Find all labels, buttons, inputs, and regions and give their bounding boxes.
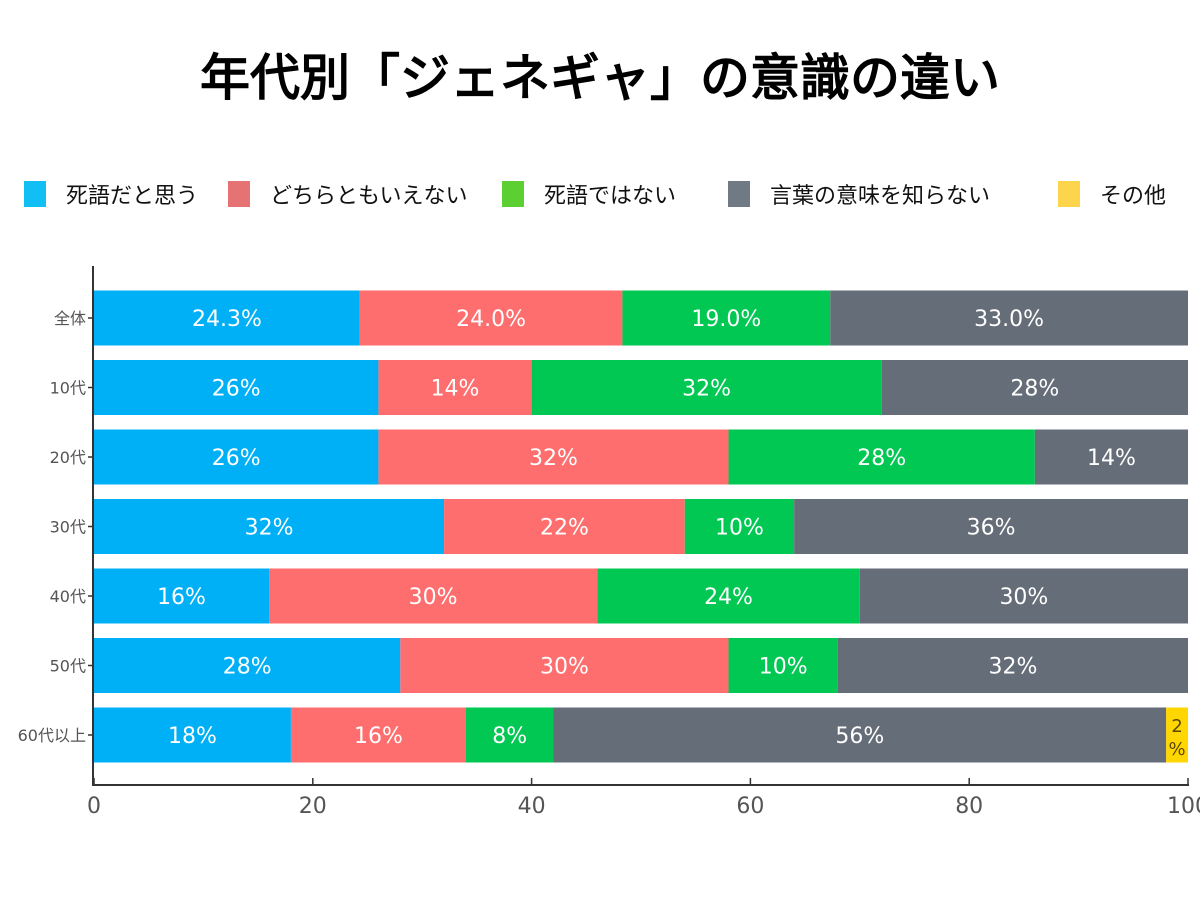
bar-segment	[94, 290, 360, 346]
legend-label: その他	[1100, 184, 1167, 209]
data-label: 28%	[1010, 377, 1059, 402]
data-label: 30%	[409, 585, 458, 610]
bar-segment	[881, 360, 1188, 415]
data-label: 32%	[245, 516, 294, 541]
y-tick-label: 60代以上	[18, 726, 86, 745]
legend-item: 死語ではない	[502, 178, 676, 210]
data-label: 36%	[967, 516, 1016, 541]
data-label: 28%	[223, 655, 272, 680]
bar-segment	[622, 290, 831, 346]
data-label: 30%	[999, 585, 1048, 610]
data-label: 24.0%	[456, 307, 526, 332]
bar-segment	[400, 638, 729, 693]
legend-item: どちらともいえない	[228, 178, 468, 210]
bar-segment	[378, 360, 532, 415]
data-label: 2	[1171, 716, 1182, 737]
data-label: 8%	[492, 724, 527, 749]
legend-label: どちらともいえない	[270, 184, 468, 209]
data-label: 14%	[1087, 446, 1136, 471]
bar-segment	[794, 499, 1188, 554]
data-label: 33.0%	[974, 307, 1044, 332]
bar-segment	[94, 429, 379, 485]
bar-segment	[531, 360, 882, 415]
bar-segment	[684, 499, 795, 554]
legend-item: その他	[1058, 178, 1166, 210]
data-label: 19.0%	[691, 307, 761, 332]
y-tick-label: 40代	[50, 587, 86, 606]
legend-item: 言葉の意味を知らない	[728, 178, 990, 210]
legend-swatch	[728, 181, 750, 207]
bar-segment	[94, 499, 445, 554]
y-tick-label: 30代	[50, 518, 86, 537]
legend-swatch	[228, 181, 250, 207]
bar-segment	[859, 568, 1188, 624]
bar-segment	[359, 290, 623, 346]
x-tick-label: 60	[736, 794, 764, 819]
y-tick-label: 10代	[50, 379, 86, 398]
bar-segment	[94, 568, 270, 624]
bar-segment	[290, 707, 466, 763]
legend-swatch	[502, 181, 524, 207]
x-tick-label: 40	[518, 794, 546, 819]
bar-segment	[94, 638, 401, 693]
data-label: 24.3%	[192, 307, 262, 332]
x-tick-label: 0	[87, 794, 101, 819]
data-label: 26%	[212, 446, 261, 471]
data-label: 24%	[704, 585, 753, 610]
legend-label: 死語ではない	[544, 184, 677, 209]
data-label: 22%	[540, 516, 589, 541]
data-label: %	[1169, 739, 1186, 760]
x-tick-label: 20	[299, 794, 327, 819]
data-label: 16%	[354, 724, 403, 749]
chart-title: 年代別「ジェネギャ」の意識の違い	[200, 49, 1000, 107]
data-label: 14%	[431, 377, 480, 402]
data-label: 18%	[168, 724, 217, 749]
legend-label: 死語だと思う	[66, 184, 199, 209]
bar-segment	[465, 707, 554, 763]
bar-segment	[597, 568, 860, 624]
legend: 死語だと思う どちらともいえない 死語ではない 言葉の意味を知らない その他	[0, 178, 1200, 212]
data-label: 26%	[212, 377, 261, 402]
bar-segment	[444, 499, 685, 554]
bar-segment	[553, 707, 1167, 763]
bar-segment	[837, 638, 1188, 693]
x-tick-label: 100	[1167, 794, 1200, 819]
data-label: 10%	[715, 516, 764, 541]
legend-item: 死語だと思う	[24, 178, 198, 210]
bar-segment	[269, 568, 598, 624]
data-label: 16%	[157, 585, 206, 610]
data-label: 28%	[857, 446, 906, 471]
bar-segment	[378, 429, 729, 485]
data-label: 32%	[529, 446, 578, 471]
y-tick-label: 20代	[50, 448, 86, 467]
bar-segment	[728, 638, 838, 693]
y-tick-label: 全体	[54, 309, 86, 328]
data-label: 10%	[759, 655, 808, 680]
data-label: 32%	[682, 377, 731, 402]
legend-swatch	[24, 181, 46, 207]
data-label: 56%	[835, 724, 884, 749]
data-label: 32%	[989, 655, 1038, 680]
legend-label: 言葉の意味を知らない	[770, 184, 991, 209]
data-label: 30%	[540, 655, 589, 680]
bar-segment	[94, 707, 291, 763]
bar-segment	[728, 429, 1035, 485]
bar-segment	[94, 360, 379, 415]
legend-swatch	[1058, 181, 1080, 207]
y-tick-label: 50代	[50, 657, 86, 676]
x-tick-label: 80	[955, 794, 983, 819]
bar-segment	[830, 290, 1188, 346]
bar-segment	[1166, 707, 1188, 763]
bar-segment	[1034, 429, 1188, 485]
